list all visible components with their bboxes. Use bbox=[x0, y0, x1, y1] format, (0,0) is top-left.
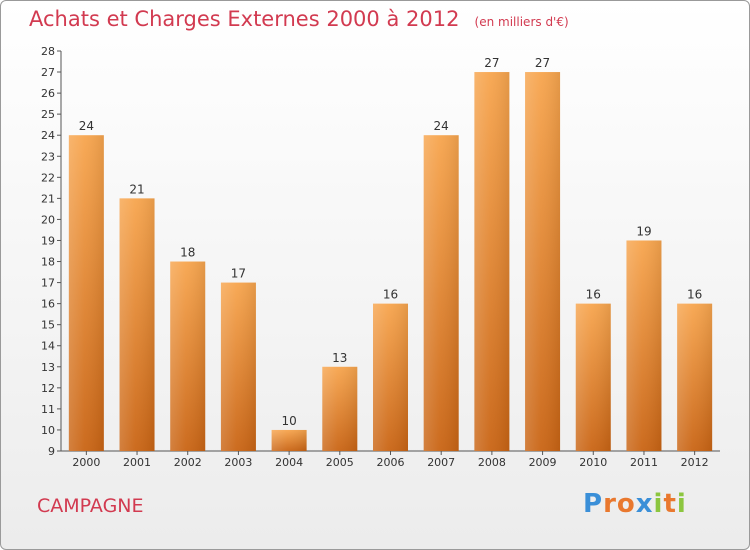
x-tick-label: 2006 bbox=[377, 456, 405, 469]
bar-value-label: 17 bbox=[231, 267, 246, 281]
bar-highlight bbox=[677, 303, 713, 451]
x-tick-label: 2004 bbox=[275, 456, 303, 469]
bar-highlight bbox=[220, 282, 256, 451]
bar-highlight bbox=[423, 135, 459, 452]
bar-highlight bbox=[68, 135, 104, 452]
x-tick-label: 2002 bbox=[174, 456, 202, 469]
y-tick-label: 26 bbox=[41, 87, 55, 100]
x-tick-label: 2009 bbox=[529, 456, 557, 469]
axes: 9 10 11 12 13 14 15 16 17 18 19 20 21 22 23 24 25 26 27 28 2… bbox=[41, 45, 720, 469]
x-tick-label: 2012 bbox=[681, 456, 709, 469]
bar-value-label: 16 bbox=[687, 288, 702, 302]
y-tick-label: 15 bbox=[41, 319, 55, 332]
y-tick-label: 10 bbox=[41, 424, 55, 437]
bar-highlight bbox=[373, 303, 408, 451]
bar-highlight bbox=[271, 429, 307, 451]
y-tick-label: 25 bbox=[41, 108, 55, 121]
chart-subtitle: (en milliers d'€) bbox=[474, 15, 569, 29]
x-tick-label: 2010 bbox=[579, 456, 607, 469]
chart-title-block: Achats et Charges Externes 2000 à 2012 (… bbox=[29, 7, 569, 31]
y-tick-label: 20 bbox=[41, 213, 55, 226]
bar-highlight bbox=[322, 366, 358, 451]
bar-value-label: 13 bbox=[332, 351, 347, 365]
y-tick-label: 14 bbox=[41, 340, 55, 353]
y-tick-label: 24 bbox=[41, 129, 55, 142]
y-tick-label: 28 bbox=[41, 45, 55, 58]
bar-highlight bbox=[626, 240, 662, 451]
bar-highlight bbox=[474, 72, 510, 451]
logo-letter: i bbox=[676, 489, 687, 519]
bar-value-label: 16 bbox=[383, 288, 398, 302]
location-label: CAMPAGNE bbox=[37, 495, 144, 517]
logo-letter: r bbox=[603, 489, 617, 519]
logo-letter: t bbox=[663, 489, 677, 519]
x-tick-label: 2000 bbox=[72, 456, 100, 469]
bar-value-label: 10 bbox=[281, 414, 296, 428]
y-tick-label: 19 bbox=[41, 234, 55, 247]
y-tick-label: 17 bbox=[41, 277, 55, 290]
bar-value-label: 24 bbox=[434, 119, 449, 133]
data-labels: 24 21 18 17 10 13 16 24 27 27 16 19 16 bbox=[79, 56, 703, 428]
bar-highlight bbox=[119, 198, 155, 451]
x-tick-label: 2005 bbox=[326, 456, 354, 469]
logo-letter: P bbox=[583, 489, 604, 519]
x-tick-label: 2007 bbox=[427, 456, 455, 469]
bar-highlight bbox=[170, 261, 206, 451]
bar-highlight bbox=[525, 72, 561, 451]
logo-letter: i bbox=[653, 489, 664, 519]
x-tick-label: 2011 bbox=[630, 456, 658, 469]
bars bbox=[68, 72, 713, 452]
logo-letter: o bbox=[616, 489, 636, 519]
chart-title: Achats et Charges Externes 2000 à 2012 bbox=[29, 7, 460, 31]
y-tick-label: 23 bbox=[41, 150, 55, 163]
bar-value-label: 21 bbox=[129, 182, 144, 196]
bar-value-label: 18 bbox=[180, 246, 195, 260]
bar-value-label: 24 bbox=[79, 119, 94, 133]
y-tick-label: 22 bbox=[41, 171, 55, 184]
proxiti-logo: Proxiti bbox=[583, 489, 687, 519]
y-tick-label: 16 bbox=[41, 298, 55, 311]
x-tick-label: 2003 bbox=[224, 456, 252, 469]
y-tick-label: 18 bbox=[41, 256, 55, 269]
bar-value-label: 27 bbox=[535, 56, 550, 70]
x-tick-label: 2001 bbox=[123, 456, 151, 469]
bar-value-label: 16 bbox=[586, 288, 601, 302]
x-tick-label: 2008 bbox=[478, 456, 506, 469]
bar-highlight bbox=[575, 303, 611, 451]
y-tick-label: 11 bbox=[41, 403, 55, 416]
logo-letter: x bbox=[635, 489, 654, 519]
y-tick-label: 13 bbox=[41, 361, 55, 374]
bar-value-label: 19 bbox=[636, 224, 651, 238]
y-tick-label: 12 bbox=[41, 382, 55, 395]
y-tick-label: 27 bbox=[41, 66, 55, 79]
bar-value-label: 27 bbox=[484, 56, 499, 70]
y-tick-label: 9 bbox=[48, 445, 55, 458]
y-tick-label: 21 bbox=[41, 192, 55, 205]
